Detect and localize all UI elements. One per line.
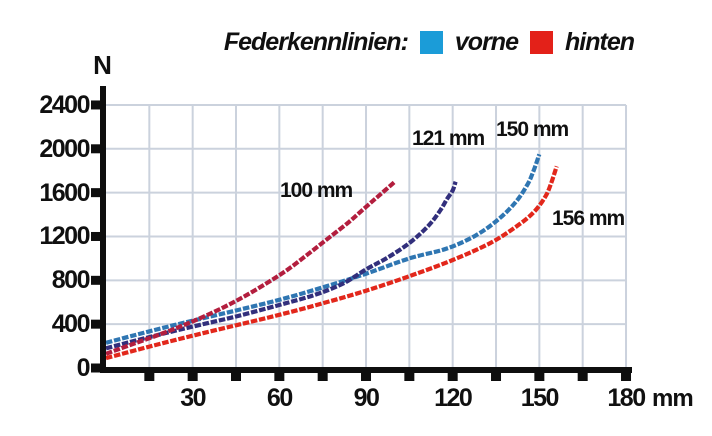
x-axis-line xyxy=(100,367,632,373)
legend-label-vorne: vorne xyxy=(454,28,519,56)
x-axis-tick xyxy=(621,373,632,381)
y-tick-label-800: 800 xyxy=(51,266,91,295)
y-axis-tick xyxy=(91,100,100,110)
curve-hinten-100mm xyxy=(105,180,397,356)
x-tick-label-120: 120 xyxy=(434,384,473,412)
x-axis-tick xyxy=(187,373,198,381)
y-tick-label-1600: 1600 xyxy=(39,178,90,207)
x-tick-label-60: 60 xyxy=(266,384,293,412)
x-tick-label-150: 150 xyxy=(520,384,560,412)
legend-title: Federkennlinien: xyxy=(223,28,409,56)
x-axis-unit-label: mm xyxy=(652,385,694,412)
x-axis-tick xyxy=(404,373,415,381)
curve-label-121mm: 121 mm xyxy=(412,127,485,150)
x-axis-tick xyxy=(577,373,588,381)
y-tick-label-400: 400 xyxy=(51,310,91,339)
y-axis-unit-label: N xyxy=(93,50,112,80)
y-axis-tick xyxy=(91,188,100,198)
x-tick-label-30: 30 xyxy=(180,384,206,412)
x-axis-tick xyxy=(491,373,502,381)
curve-label-100mm: 100 mm xyxy=(280,179,353,202)
x-axis-tick xyxy=(231,373,242,381)
legend-swatch-hinten xyxy=(530,31,553,54)
legend-label-hinten: hinten xyxy=(565,28,635,56)
x-axis-tick xyxy=(317,373,328,381)
x-tick-label-180: 180 xyxy=(607,384,646,412)
legend-swatch-vorne xyxy=(419,31,443,54)
x-axis-tick xyxy=(144,373,155,381)
x-axis-tick xyxy=(447,373,458,381)
y-axis-tick xyxy=(91,231,100,241)
curve-vorne-150mm xyxy=(105,153,542,345)
x-axis-tick xyxy=(274,373,285,381)
y-axis-line xyxy=(100,86,106,371)
chart-legend: Federkennlinien: vorne hinten xyxy=(223,28,635,57)
y-axis-tick xyxy=(91,275,100,285)
x-axis-tick xyxy=(534,373,545,381)
y-tick-label-0: 0 xyxy=(76,354,91,382)
curve-hinten-156mm xyxy=(105,165,559,361)
y-tick-label-2400: 2400 xyxy=(39,90,90,119)
y-axis-tick xyxy=(91,144,100,154)
y-axis-tick xyxy=(91,363,100,373)
curve-label-150mm: 150 mm xyxy=(496,118,569,141)
y-tick-label-2000: 2000 xyxy=(39,134,90,163)
x-axis-tick xyxy=(361,373,372,381)
curve-label-156mm: 156 mm xyxy=(552,207,625,230)
y-axis-tick xyxy=(91,319,100,329)
x-tick-label-90: 90 xyxy=(353,384,380,412)
curve-vorne-121mm xyxy=(105,180,458,351)
y-tick-label-1200: 1200 xyxy=(39,222,90,251)
